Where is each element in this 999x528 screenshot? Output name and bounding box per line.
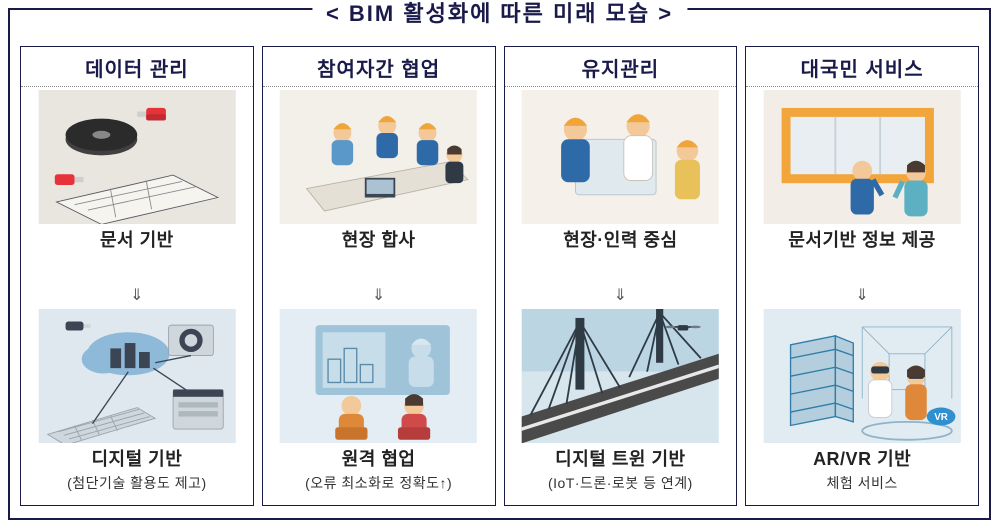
- column-grid: 데이터 관리: [10, 40, 989, 516]
- before-panel: 현장·인력 중심: [505, 87, 737, 286]
- after-caption-main: AR/VR 기반: [813, 449, 911, 469]
- infographic-title: < BIM 활성화에 따른 미래 모습 >: [312, 0, 687, 28]
- illustration-ar-vr: VR: [746, 306, 978, 446]
- before-caption: 문서기반 정보 제공: [784, 227, 939, 252]
- down-arrow-icon: ⇓: [263, 286, 495, 306]
- illustration-digital-twin-bridge: [505, 306, 737, 446]
- before-panel: 문서 기반: [21, 87, 253, 286]
- before-panel: 문서기반 정보 제공: [746, 87, 978, 286]
- after-caption-main: 원격 협업: [342, 449, 416, 469]
- after-panel: 디지털 기반 (첨단기술 활용도 제고): [21, 306, 253, 505]
- down-arrow-icon: ⇓: [21, 286, 253, 306]
- column-collaboration: 참여자간 협업: [262, 46, 496, 506]
- infographic-frame: < BIM 활성화에 따른 미래 모습 > 데이터 관리: [8, 8, 991, 520]
- after-caption-sub: (첨단기술 활용도 제고): [67, 475, 207, 491]
- column-maintenance: 유지관리: [504, 46, 738, 506]
- before-caption: 문서 기반: [96, 227, 178, 252]
- down-arrow-icon: ⇓: [746, 286, 978, 306]
- column-header: 유지관리: [505, 47, 737, 87]
- column-data-mgmt: 데이터 관리: [20, 46, 254, 506]
- column-header: 데이터 관리: [21, 47, 253, 87]
- after-caption-sub: (오류 최소화로 정확도↑): [305, 475, 452, 491]
- down-arrow-icon: ⇓: [505, 286, 737, 306]
- before-caption: 현장 합사: [338, 227, 420, 252]
- after-caption: 원격 협업 (오류 최소화로 정확도↑): [301, 446, 456, 493]
- after-panel: VR: [746, 306, 978, 505]
- after-caption-sub: (IoT·드론·로봇 등 연계): [548, 475, 693, 491]
- svg-text:VR: VR: [934, 412, 948, 423]
- column-public-service: 대국민 서비스: [745, 46, 979, 506]
- after-caption: AR/VR 기반 체험 서비스: [809, 446, 915, 493]
- illustration-onsite-meeting: [263, 87, 495, 227]
- illustration-digital-based: [21, 306, 253, 446]
- illustration-document-based: [21, 87, 253, 227]
- illustration-info-board: [746, 87, 978, 227]
- after-caption-main: 디지털 기반: [91, 449, 182, 469]
- after-caption: 디지털 기반 (첨단기술 활용도 제고): [63, 446, 211, 493]
- after-panel: 원격 협업 (오류 최소화로 정확도↑): [263, 306, 495, 505]
- before-caption: 현장·인력 중심: [559, 227, 681, 252]
- after-panel: 디지털 트윈 기반 (IoT·드론·로봇 등 연계): [505, 306, 737, 505]
- before-panel: 현장 합사: [263, 87, 495, 286]
- after-caption-main: 디지털 트윈 기반: [555, 449, 685, 469]
- column-header: 참여자간 협업: [263, 47, 495, 87]
- illustration-field-workers: [505, 87, 737, 227]
- after-caption: 디지털 트윈 기반 (IoT·드론·로봇 등 연계): [544, 446, 697, 493]
- illustration-remote-collab: [263, 306, 495, 446]
- column-header: 대국민 서비스: [746, 47, 978, 87]
- after-caption-sub: 체험 서비스: [826, 475, 897, 491]
